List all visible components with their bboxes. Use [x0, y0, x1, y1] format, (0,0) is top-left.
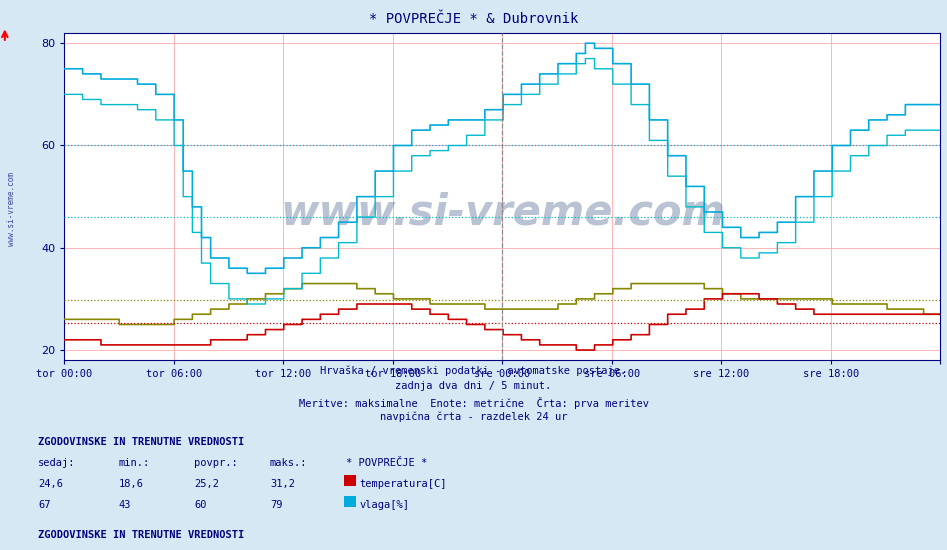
Text: 25,2: 25,2 [194, 479, 219, 489]
Text: 67: 67 [38, 500, 50, 510]
Text: zadnja dva dni / 5 minut.: zadnja dva dni / 5 minut. [396, 381, 551, 391]
Text: temperatura[C]: temperatura[C] [360, 479, 447, 489]
Text: www.si-vreme.com: www.si-vreme.com [280, 192, 724, 234]
Text: sedaj:: sedaj: [38, 458, 76, 468]
Text: 60: 60 [194, 500, 206, 510]
Text: * POVPREČJE *: * POVPREČJE * [346, 458, 427, 468]
Text: ZGODOVINSKE IN TRENUTNE VREDNOSTI: ZGODOVINSKE IN TRENUTNE VREDNOSTI [38, 530, 244, 540]
Text: www.si-vreme.com: www.si-vreme.com [7, 172, 16, 246]
Text: 31,2: 31,2 [270, 479, 295, 489]
Text: 79: 79 [270, 500, 282, 510]
Text: min.:: min.: [118, 458, 150, 468]
Text: Meritve: maksimalne  Enote: metrične  Črta: prva meritev: Meritve: maksimalne Enote: metrične Črta… [298, 397, 649, 409]
Text: 24,6: 24,6 [38, 479, 63, 489]
Text: povpr.:: povpr.: [194, 458, 238, 468]
Text: vlaga[%]: vlaga[%] [360, 500, 410, 510]
Text: * POVPREČJE * & Dubrovnik: * POVPREČJE * & Dubrovnik [368, 12, 579, 26]
Text: 18,6: 18,6 [118, 479, 143, 489]
Text: maks.:: maks.: [270, 458, 308, 468]
Text: 43: 43 [118, 500, 131, 510]
Text: navpična črta - razdelek 24 ur: navpična črta - razdelek 24 ur [380, 412, 567, 422]
Text: Hrvaška / vremenski podatki - avtomatske postaje.: Hrvaška / vremenski podatki - avtomatske… [320, 366, 627, 376]
Text: ZGODOVINSKE IN TRENUTNE VREDNOSTI: ZGODOVINSKE IN TRENUTNE VREDNOSTI [38, 437, 244, 447]
